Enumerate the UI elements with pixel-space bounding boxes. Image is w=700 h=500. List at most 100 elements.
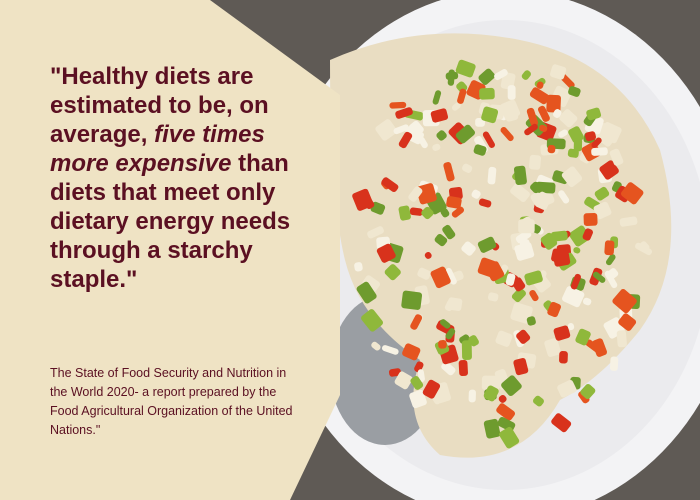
vegetable-piece: [421, 206, 434, 220]
vegetable-piece: [457, 88, 467, 104]
vegetable-piece: [592, 271, 606, 283]
vegetable-piece: [550, 230, 568, 242]
vegetable-piece: [442, 224, 456, 240]
vegetable-piece: [521, 70, 531, 80]
vegetable-piece: [618, 313, 637, 331]
vegetable-piece: [536, 81, 544, 89]
vegetable-piece: [455, 124, 476, 144]
vegetable-piece: [612, 289, 637, 314]
vegetable-piece: [436, 130, 447, 141]
vegetable-piece: [635, 242, 653, 256]
vegetable-piece: [408, 186, 423, 202]
vegetable-piece: [376, 243, 396, 263]
text-panel: [0, 0, 340, 500]
quote-text: than diets that meet only dietary energy…: [50, 150, 291, 293]
vegetable-piece: [455, 59, 476, 78]
vegetable-piece: [356, 281, 377, 304]
vegetable-piece: [529, 289, 539, 302]
vegetable-piece: [558, 190, 570, 204]
vegetable-piece: [416, 183, 437, 205]
vegetable-piece: [540, 232, 558, 250]
vegetable-piece: [482, 131, 495, 148]
vegetable-piece: [438, 340, 447, 349]
vegetable-piece: [434, 234, 448, 247]
vegetable-piece: [451, 102, 461, 111]
vegetable-piece: [478, 68, 496, 85]
vegetable-piece: [471, 189, 481, 199]
vegetable-piece: [515, 229, 532, 244]
vegetable-piece: [606, 254, 616, 266]
vegetable-piece: [393, 124, 409, 135]
vegetable-piece: [498, 394, 507, 403]
vegetable-piece: [422, 379, 441, 399]
vegetable-piece: [550, 64, 567, 80]
vegetable-piece: [607, 268, 619, 279]
vegetable-piece: [591, 147, 608, 156]
vegetable-piece: [570, 273, 581, 290]
vegetable-piece: [410, 314, 423, 330]
vegetable-piece: [461, 241, 476, 256]
vegetable-piece: [619, 216, 638, 227]
vegetable-piece: [477, 236, 497, 253]
vegetable-piece: [443, 162, 455, 182]
vegetable-piece: [526, 107, 539, 127]
vegetable-piece: [494, 69, 508, 81]
vegetable-piece: [544, 338, 561, 357]
vegetable-piece: [352, 188, 374, 211]
vegetable-piece: [354, 262, 363, 272]
vegetable-piece: [529, 154, 542, 170]
vegetable-piece: [389, 101, 407, 109]
quote-text: "Healthy diets are estimated to be, on a…: [50, 63, 269, 148]
vegetable-piece: [529, 87, 550, 105]
vegetable-piece: [500, 126, 514, 142]
vegetable-piece: [496, 403, 516, 421]
vegetable-piece: [552, 250, 571, 267]
vegetable-piece: [384, 264, 401, 281]
vegetable-piece: [481, 375, 500, 391]
vegetable-piece: [418, 136, 428, 149]
vegetable-piece: [594, 186, 610, 201]
vegetable-piece: [593, 201, 612, 220]
vegetable-piece: [381, 345, 399, 355]
quote-emphasis: five times more expensive: [50, 121, 265, 177]
vegetable-piece: [483, 385, 499, 402]
vegetable-piece: [582, 297, 592, 306]
vegetable-piece: [567, 323, 575, 331]
vegetable-piece: [381, 177, 399, 193]
vegetable-piece: [441, 361, 456, 376]
vegetable-piece: [552, 109, 562, 118]
vegetable-piece: [609, 356, 619, 371]
vegetable-piece: [473, 144, 487, 156]
vegetable-piece: [533, 395, 544, 407]
vegetable-piece: [516, 329, 531, 344]
vegetable-piece: [446, 196, 462, 209]
vegetable-piece: [580, 383, 596, 400]
vegetable-piece: [485, 261, 505, 282]
vegetable-piece: [479, 87, 495, 100]
vegetables: [352, 59, 653, 449]
vegetable-piece: [445, 328, 456, 340]
vegetable-piece: [430, 266, 451, 289]
vegetable-piece: [586, 107, 602, 121]
vegetable-piece: [592, 338, 608, 357]
vegetable-piece: [499, 426, 520, 449]
vegetable-piece: [621, 182, 644, 205]
vegetable-piece: [401, 290, 423, 310]
vegetable-piece: [439, 319, 451, 329]
vegetable-piece: [573, 138, 583, 152]
vegetable-piece: [398, 131, 413, 149]
vegetable-piece: [501, 375, 522, 397]
vegetable-piece: [371, 341, 381, 351]
vegetable-piece: [424, 251, 432, 259]
vegetable-piece: [518, 219, 535, 234]
vegetable-piece: [432, 143, 441, 151]
vegetable-piece: [487, 166, 497, 185]
vegetable-piece: [462, 163, 473, 173]
vegetable-piece: [478, 198, 492, 208]
vegetable-piece: [394, 371, 413, 390]
vegetable-piece: [546, 94, 561, 113]
vegetable-piece: [526, 316, 536, 326]
vegetable-piece: [458, 360, 468, 377]
